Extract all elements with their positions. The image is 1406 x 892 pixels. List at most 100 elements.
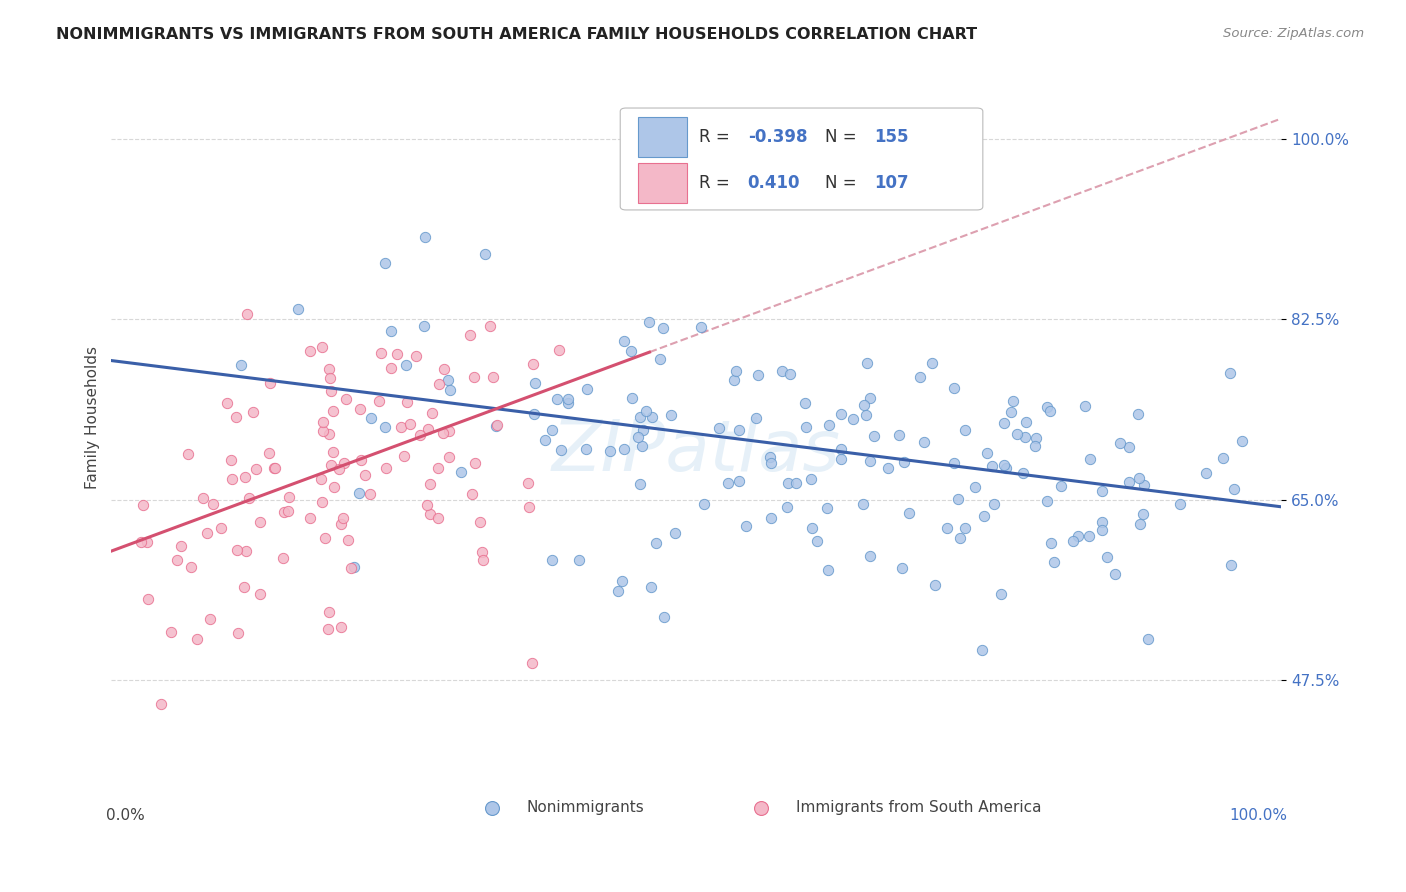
Point — [776, 476, 799, 491]
Point — [1132, 477, 1154, 491]
Point — [1024, 439, 1046, 453]
Point — [1118, 440, 1140, 454]
Point — [818, 418, 841, 433]
Point — [567, 552, 589, 566]
Point — [1212, 451, 1234, 466]
Point — [546, 392, 568, 406]
Point — [779, 368, 801, 382]
Point — [374, 256, 396, 270]
Point — [298, 344, 321, 359]
Point — [1128, 471, 1150, 485]
Point — [664, 526, 686, 541]
Point — [613, 334, 636, 348]
Text: 100.0%: 100.0% — [1229, 808, 1286, 823]
Point — [419, 507, 441, 521]
Point — [1025, 431, 1047, 445]
Point — [195, 525, 218, 540]
Point — [761, 511, 783, 525]
Point — [472, 553, 495, 567]
Point — [599, 443, 621, 458]
Point — [340, 561, 363, 575]
Point — [245, 462, 267, 476]
Point — [385, 347, 408, 361]
Point — [426, 511, 449, 525]
Point — [395, 358, 418, 372]
Point — [856, 356, 879, 370]
Point — [322, 444, 344, 458]
Point — [924, 578, 946, 592]
Point — [830, 451, 852, 466]
Point — [534, 434, 557, 448]
Point — [1104, 567, 1126, 582]
Point — [517, 476, 540, 491]
Point — [817, 563, 839, 577]
Point — [395, 394, 418, 409]
Point — [652, 610, 675, 624]
Point — [627, 430, 650, 444]
Point — [852, 497, 875, 511]
Point — [981, 458, 1004, 473]
Point — [863, 429, 886, 443]
Point — [1007, 426, 1029, 441]
Point — [628, 409, 651, 424]
Point — [136, 535, 159, 549]
Text: Nonimmigrants: Nonimmigrants — [527, 800, 644, 815]
Point — [314, 531, 336, 545]
Point — [948, 531, 970, 545]
Text: 107: 107 — [875, 174, 908, 192]
Point — [794, 396, 817, 410]
Text: NONIMMIGRANTS VS IMMIGRANTS FROM SOUTH AMERICA FAMILY HOUSEHOLDS CORRELATION CHA: NONIMMIGRANTS VS IMMIGRANTS FROM SOUTH A… — [56, 27, 977, 42]
Text: Source: ZipAtlas.com: Source: ZipAtlas.com — [1223, 27, 1364, 40]
Point — [693, 497, 716, 511]
Point — [422, 406, 444, 420]
Point — [645, 536, 668, 550]
Point — [770, 364, 793, 378]
Point — [380, 324, 402, 338]
Point — [1036, 494, 1059, 508]
Point — [1118, 475, 1140, 489]
Point — [201, 497, 224, 511]
Text: R =: R = — [699, 174, 734, 192]
Point — [707, 421, 730, 435]
Point — [1219, 366, 1241, 380]
Point — [550, 442, 572, 457]
Point — [318, 362, 340, 376]
Point — [728, 423, 751, 437]
Point — [1000, 404, 1022, 418]
Point — [1132, 508, 1154, 522]
Point — [238, 491, 260, 505]
Point — [1050, 478, 1073, 492]
Point — [368, 393, 391, 408]
Point — [389, 419, 412, 434]
Point — [1014, 430, 1036, 444]
Point — [523, 407, 546, 421]
Point — [416, 422, 439, 436]
Point — [323, 480, 346, 494]
Point — [226, 625, 249, 640]
Point — [170, 540, 193, 554]
Text: ZIPatlas: ZIPatlas — [551, 417, 841, 485]
Point — [375, 461, 398, 475]
Point — [631, 439, 654, 453]
Point — [319, 370, 342, 384]
Point — [458, 327, 481, 342]
Point — [908, 370, 931, 384]
Point — [575, 442, 598, 456]
Point — [321, 384, 343, 399]
Point — [1078, 452, 1101, 467]
Point — [271, 551, 294, 566]
Point — [225, 410, 247, 425]
Point — [232, 580, 254, 594]
Point — [1012, 466, 1035, 480]
Point — [540, 553, 562, 567]
Point — [761, 456, 783, 470]
Point — [640, 580, 662, 594]
Point — [606, 584, 628, 599]
Point — [186, 632, 208, 646]
Point — [329, 620, 352, 634]
Point — [841, 412, 863, 426]
Text: 0.410: 0.410 — [748, 174, 800, 192]
Point — [349, 452, 371, 467]
Point — [149, 697, 172, 711]
Point — [193, 491, 215, 505]
